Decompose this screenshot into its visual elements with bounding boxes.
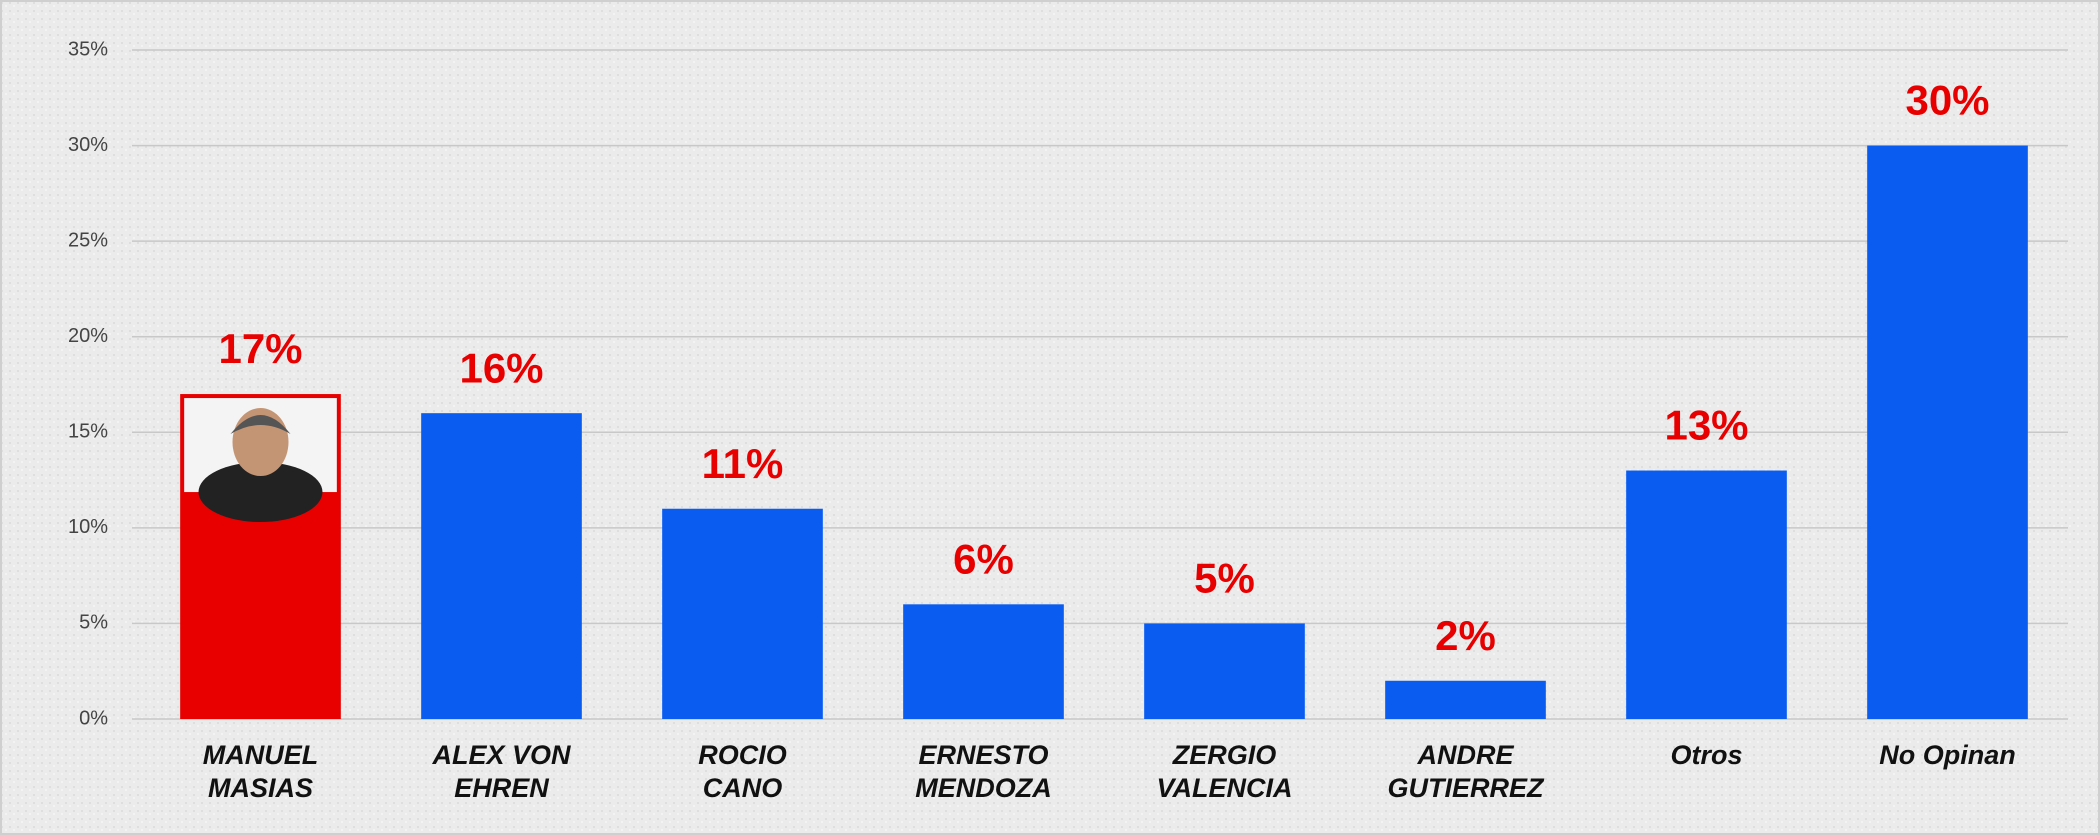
bar (1385, 680, 1546, 719)
value-label: 13% (1664, 402, 1748, 449)
y-tick-label: 35% (68, 38, 108, 60)
photo-body (198, 462, 323, 523)
x-tick-label-line: EHREN (454, 773, 549, 803)
y-tick-label: 30% (68, 134, 108, 156)
value-label: 16% (459, 344, 543, 391)
bar (1144, 623, 1305, 719)
x-tick-label-line: MANUEL (203, 740, 319, 770)
x-tick-label-line: VALENCIA (1156, 773, 1292, 803)
x-tick-label: ERNESTO MENDOZA (915, 740, 1052, 803)
bar (903, 604, 1064, 719)
value-label: 2% (1435, 612, 1496, 659)
x-tick-label-line: ERNESTO (918, 740, 1048, 770)
value-label: 17% (218, 325, 302, 372)
x-tick-label: ZERGIO VALENCIA (1156, 740, 1292, 803)
x-tick-label-line: ALEX VON (431, 740, 571, 770)
x-tick-label-line: ANDRE (1416, 740, 1514, 770)
x-tick-label: No Opinan (1879, 740, 2016, 770)
y-tick-label: 10% (68, 516, 108, 538)
y-tick-label: 15% (68, 421, 108, 443)
y-tick-label: 5% (79, 612, 108, 634)
x-tick-label-line: No Opinan (1879, 740, 2016, 770)
bar (421, 413, 582, 719)
x-tick-label-line: CANO (703, 773, 783, 803)
value-label: 11% (702, 440, 784, 487)
x-tick-label-line: GUTIERREZ (1387, 773, 1545, 803)
bar (662, 508, 823, 719)
x-tick-label-line: ZERGIO (1172, 740, 1277, 770)
y-tick-label: 25% (68, 229, 108, 251)
photo (184, 398, 337, 523)
x-tick-label: ALEX VON EHREN (431, 740, 571, 803)
x-tick-label-line: MENDOZA (915, 773, 1052, 803)
x-tick-label-line: MASIAS (208, 773, 313, 803)
value-label: 5% (1194, 555, 1255, 602)
bar (1626, 470, 1787, 719)
x-tick-label: Otros (1670, 740, 1742, 770)
y-tick-label: 20% (68, 325, 108, 347)
photo-hair (230, 415, 291, 435)
bar (1867, 145, 2028, 720)
value-label: 30% (1905, 77, 1989, 124)
y-tick-label: 0% (79, 707, 108, 729)
x-tick-label: ROCIO CANO (698, 740, 787, 803)
value-label: 6% (953, 535, 1014, 582)
x-tick-label: MANUEL MASIAS (203, 740, 319, 803)
x-tick-label-line: ROCIO (698, 740, 787, 770)
x-tick-label-line: Otros (1670, 740, 1742, 770)
x-tick-label: ANDRE GUTIERREZ (1387, 740, 1545, 803)
